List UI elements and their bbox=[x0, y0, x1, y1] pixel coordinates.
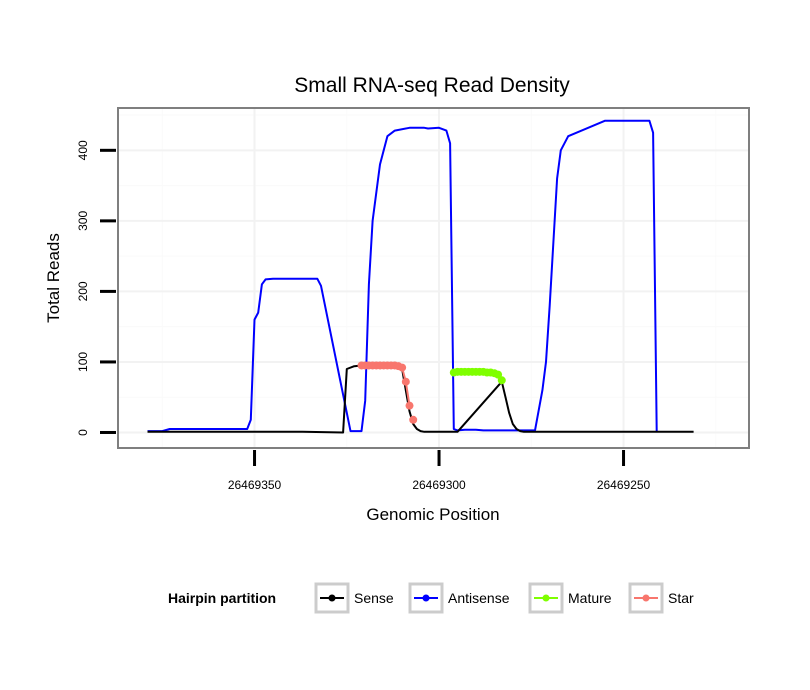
series-line-antisense bbox=[147, 119, 658, 433]
legend-label-sense: Sense bbox=[354, 590, 394, 606]
series-points bbox=[357, 361, 506, 424]
x-tick-label: 26469250 bbox=[597, 478, 651, 492]
x-tick-label: 26469350 bbox=[228, 478, 282, 492]
y-tick-label: 0 bbox=[76, 429, 90, 436]
point-star bbox=[409, 415, 418, 424]
point-star bbox=[401, 377, 410, 386]
y-axis: 0 100 200 300 400 bbox=[76, 140, 116, 436]
panel-background bbox=[118, 108, 749, 448]
legend-entries: Sense Antisense Mature Star bbox=[314, 582, 694, 614]
y-tick-label: 100 bbox=[76, 352, 90, 372]
point-mature bbox=[494, 370, 503, 379]
legend-key-point bbox=[642, 594, 650, 602]
legend-key-point bbox=[422, 594, 430, 602]
x-axis-title: Genomic Position bbox=[366, 505, 499, 524]
chart-title: Small RNA-seq Read Density bbox=[294, 74, 570, 97]
point-star bbox=[405, 401, 414, 410]
y-tick-label: 200 bbox=[76, 281, 90, 301]
legend-label-star: Star bbox=[668, 590, 694, 606]
grid-minor bbox=[118, 108, 749, 448]
series-line-sense bbox=[147, 363, 694, 434]
x-tick-label: 26469300 bbox=[412, 478, 466, 492]
x-axis: 26469350 26469300 26469250 bbox=[228, 450, 651, 492]
panel-border bbox=[117, 107, 750, 449]
legend-key-point bbox=[542, 594, 550, 602]
legend-key-point bbox=[328, 594, 336, 602]
y-tick-label: 300 bbox=[76, 211, 90, 231]
plot-panel bbox=[117, 107, 750, 449]
point-star bbox=[398, 363, 407, 372]
y-tick-label: 400 bbox=[76, 140, 90, 160]
legend-label-mature: Mature bbox=[568, 590, 612, 606]
legend-title: Hairpin partition bbox=[168, 590, 276, 606]
y-axis-title: Total Reads bbox=[44, 233, 63, 323]
point-mature bbox=[497, 376, 506, 385]
legend: Hairpin partition Sense Antisense Mature St… bbox=[168, 582, 694, 614]
legend-label-antisense: Antisense bbox=[448, 590, 510, 606]
